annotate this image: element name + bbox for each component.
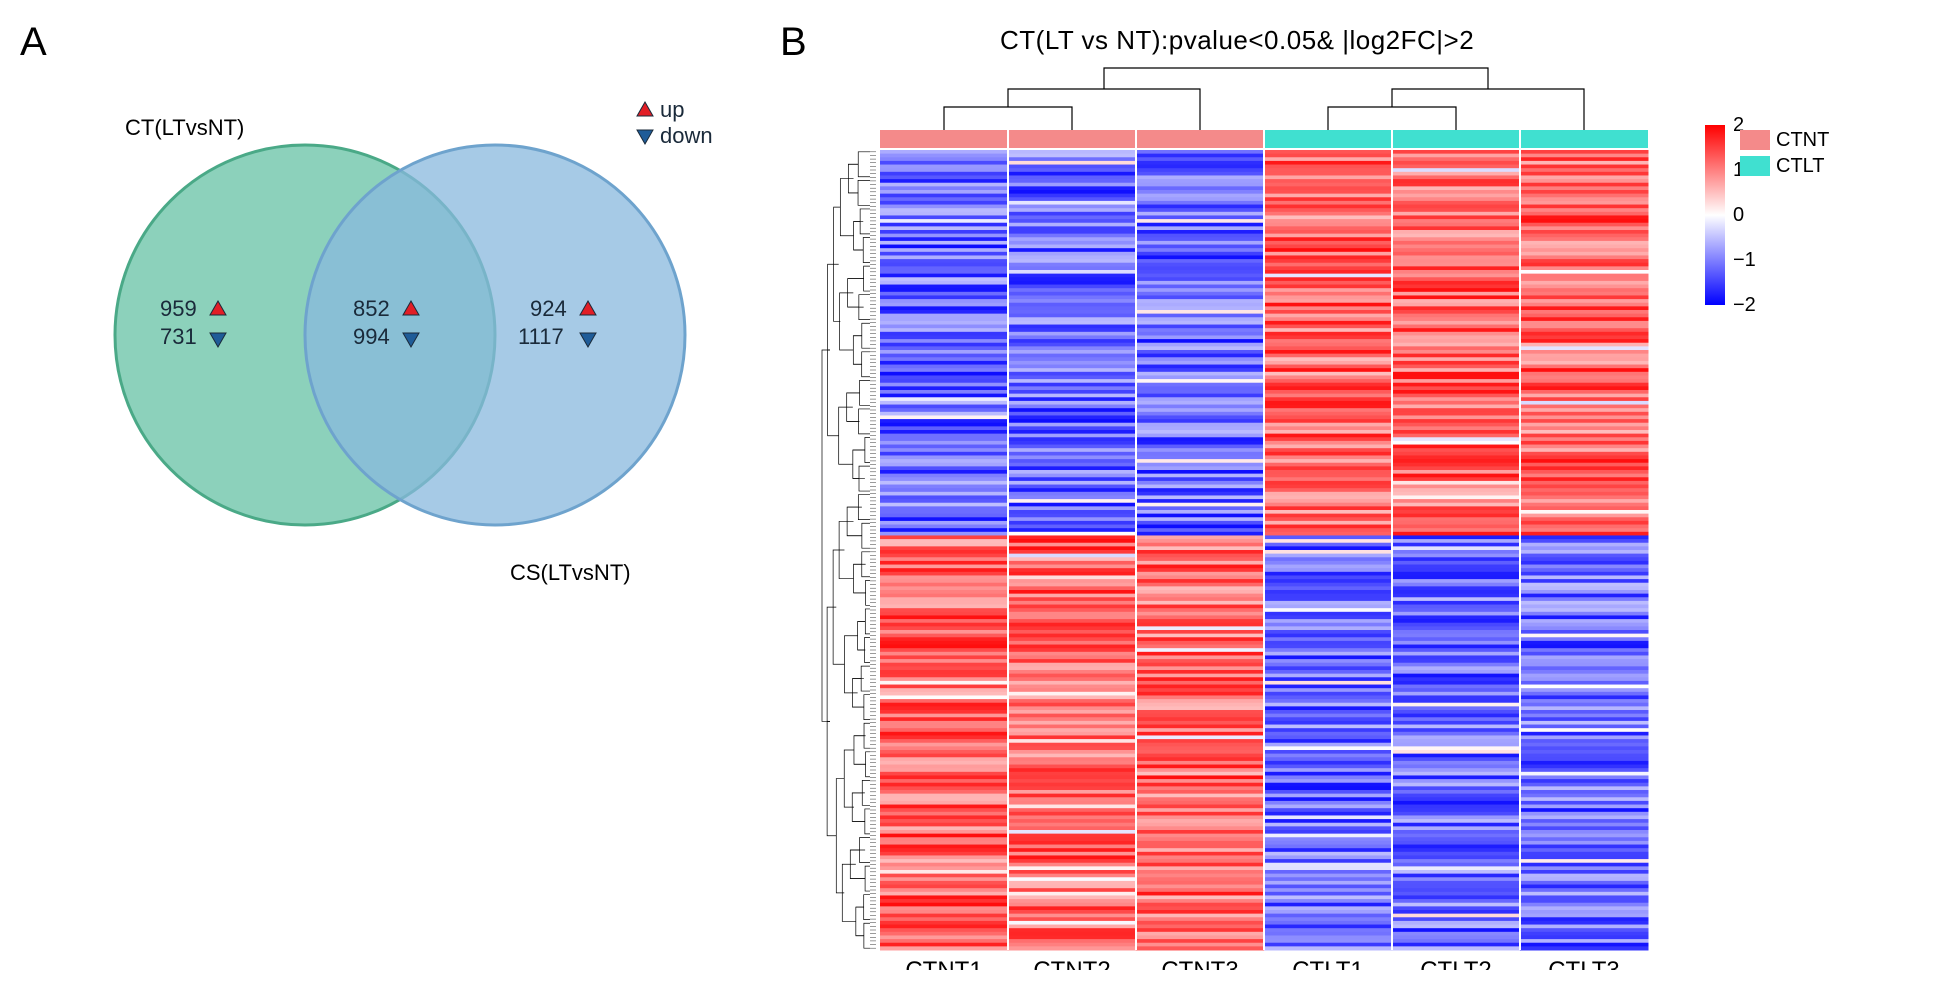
column-annotation [1264,130,1392,148]
panel-b: B CT(LT vs NT):pvalue<0.05& |log2FC|>2 C… [780,20,1928,968]
panel-a: A CT(LTvsNT)CS(LTvsNT)959731852994924111… [20,20,780,620]
venn-label-ct: CT(LTvsNT) [125,115,244,140]
venn-diagram: CT(LTvsNT) CS(LTvsNT) 959 731 852 994 924 1117 u… [40,50,780,610]
column-annotation [1392,130,1520,148]
legend-down-label: down [660,123,713,148]
venn-mid-down: 994 [353,324,390,349]
venn-left-down: 731 [160,324,197,349]
column-label: CTNT1 [905,957,982,970]
group-swatch [1740,130,1770,150]
group-swatch [1740,156,1770,176]
column-annotation [880,130,1008,148]
column-dendrogram [944,68,1584,130]
legend-up-icon [637,102,653,116]
heatmap: CTNT1CTNT2CTNT3CTLT1CTLT2CTLT3−2−1012CTN… [780,30,1928,970]
group-legend-label: CTLT [1776,155,1825,177]
column-label: CTLT2 [1420,957,1492,970]
legend-down-icon [637,130,653,144]
group-legend-label: CTNT [1776,129,1829,151]
column-annotation [1136,130,1264,148]
venn-mid-up: 852 [353,296,390,321]
figure-container: A CT(LTvsNT)CS(LTvsNT)959731852994924111… [20,20,1928,968]
legend-up-label: up [660,97,684,122]
column-label: CTNT3 [1161,957,1238,970]
colorbar-tick: −2 [1733,294,1756,316]
venn-right-down: 1117 [518,324,564,349]
colorbar-tick: −1 [1733,249,1756,271]
column-label: CTLT1 [1292,957,1364,970]
colorbar-tick: 0 [1733,204,1744,226]
column-annotation [1008,130,1136,148]
venn-left-up: 959 [160,296,197,321]
column-label: CTNT2 [1033,957,1110,970]
venn-right-up: 924 [530,296,567,321]
column-label: CTLT3 [1548,957,1620,970]
colorbar [1705,125,1725,305]
column-annotation [1520,130,1648,148]
venn-label-cs: CS(LTvsNT) [510,560,631,585]
row-dendrogram [822,152,876,948]
